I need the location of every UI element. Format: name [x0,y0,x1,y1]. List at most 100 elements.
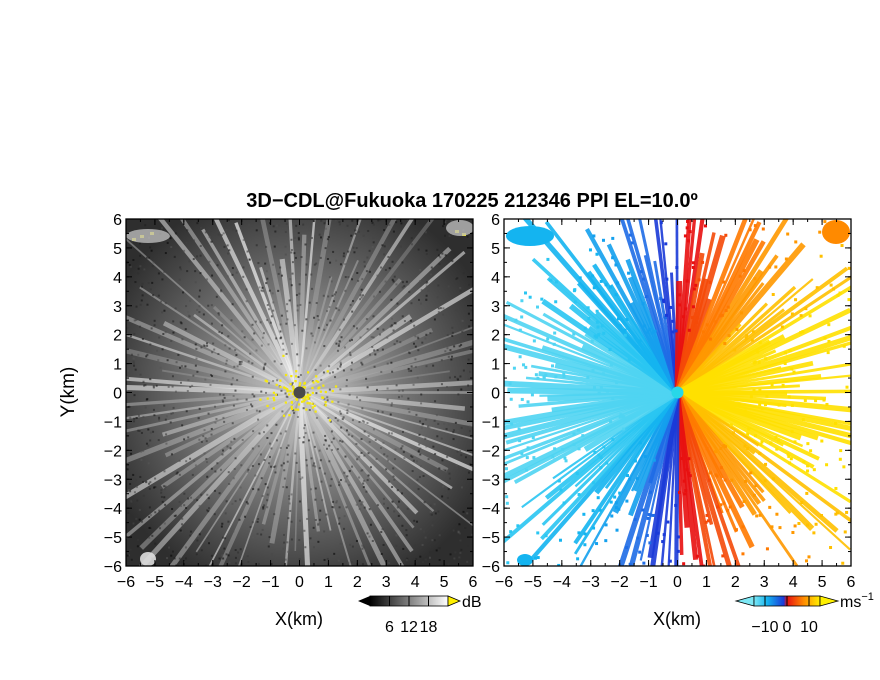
velocity-speckle-point [551,364,555,368]
speckle [196,255,199,258]
velocity-speckle-point [834,486,838,490]
speckle [132,473,135,476]
speckle [157,439,160,442]
speckle [282,462,285,465]
speckle [147,428,150,431]
velocity-speckle-point [744,336,748,340]
velocity-speckle-point [724,308,728,312]
speckle [163,485,166,488]
speckle [261,286,264,289]
velocity-speckle-point [723,342,727,346]
speckle [133,491,136,494]
speckle [323,472,326,475]
velocity-speckle-point [586,306,590,310]
speckle [310,457,313,460]
speckle [406,507,409,510]
speckle [351,545,354,548]
velocity-speckle-point [595,252,599,256]
speckle [337,220,340,223]
speckle [382,328,385,331]
velocity-speckle-point [705,323,709,327]
velocity-speckle-point [765,394,769,398]
speckle [347,433,350,436]
speckle [147,444,150,447]
speckle [134,368,137,371]
speckle [236,365,239,368]
speckle [230,319,233,322]
reflectivity-ray [299,349,473,395]
speckle [394,458,397,461]
speckle [360,469,363,472]
speckle [220,525,223,528]
speckle [170,246,173,249]
speckle [440,359,443,362]
speckle [134,281,137,284]
speckle [249,352,252,355]
velocity-speckle-point [633,518,637,522]
speckle [356,396,359,399]
speckle [335,500,338,503]
speckle [227,219,230,222]
saturated-point [294,380,297,383]
speckle [467,384,470,387]
speckle [437,284,440,287]
speckle [298,519,301,522]
velocity-speckle-point [599,456,603,460]
speckle [375,388,378,391]
reflectivity-ray [298,391,419,515]
speckle [149,481,152,484]
velocity-speckle-point [734,528,738,532]
speckle [362,234,365,237]
speckle [214,470,217,473]
speckle [464,456,467,459]
speckle [340,336,343,339]
velocity-speckle-point [558,538,562,542]
speckle [294,256,297,259]
speckle [126,468,129,471]
speckle [153,324,156,327]
speckle [160,300,163,303]
speckle [160,495,163,498]
speckle [359,399,362,402]
velocity-speckle-point [618,415,622,419]
speckle [219,393,222,396]
speckle [231,273,234,276]
saturated-point [290,407,294,410]
velocity-speckle-point [611,236,615,240]
saturated-point [326,370,329,373]
speckle [446,334,449,337]
velocity-speckle-point [512,366,516,370]
speckle [323,328,326,331]
y-tick-label: −3 [104,472,122,489]
speckle [255,244,258,247]
speckle [195,347,198,350]
speckle [442,485,445,488]
speckle [174,390,177,393]
speckle [401,524,404,527]
speckle [208,260,211,263]
speckle [417,450,420,453]
speckle [247,468,250,471]
speckle [317,522,320,525]
speckle [322,371,325,374]
speckle [318,467,321,470]
saturated-point [334,385,338,388]
speckle [155,384,158,387]
speckle [266,506,269,509]
velocity-speckle-point [804,307,808,311]
speckle [172,320,175,323]
speckle [282,348,285,351]
speckle [222,416,225,419]
speckle [207,510,210,513]
speckle [267,545,270,548]
speckle [163,404,166,407]
velocity-speckle-point [605,461,609,465]
speckle [312,431,315,434]
saturated-point [312,381,315,384]
speckle [169,237,172,240]
speckle [329,261,332,264]
speckle [187,497,190,500]
speckle [157,272,160,275]
speckle [294,236,297,239]
velocity-speckle-point [688,230,692,234]
